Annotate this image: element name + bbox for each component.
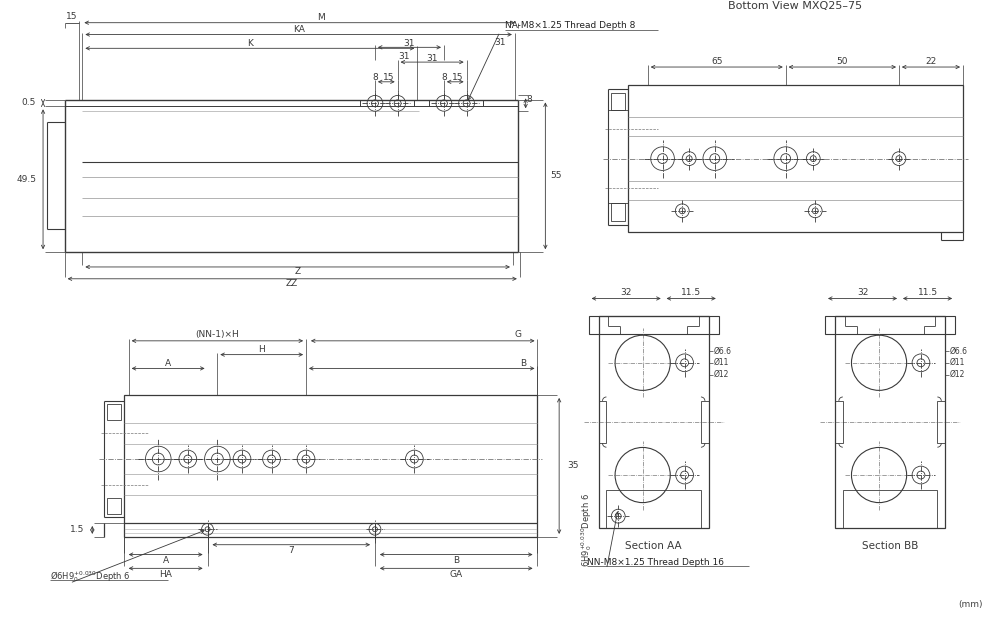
Text: H: H xyxy=(259,345,265,354)
Bar xyxy=(825,316,955,334)
Bar xyxy=(835,316,946,528)
Bar xyxy=(598,316,709,528)
Text: Z: Z xyxy=(295,268,301,276)
Bar xyxy=(107,404,121,420)
Bar xyxy=(843,490,938,528)
Text: ZZ: ZZ xyxy=(286,279,298,288)
Text: 8: 8 xyxy=(441,74,447,82)
Bar xyxy=(107,499,121,514)
Text: 65: 65 xyxy=(711,57,722,66)
Text: 31: 31 xyxy=(399,52,410,61)
Text: KA: KA xyxy=(293,25,304,34)
Text: 31: 31 xyxy=(404,39,415,48)
Bar xyxy=(606,490,701,528)
Text: 7: 7 xyxy=(288,546,294,555)
Text: Ø12: Ø12 xyxy=(714,370,729,379)
Text: 11.5: 11.5 xyxy=(917,288,938,297)
Bar xyxy=(124,395,538,523)
Text: Ø6H9$^{+0.030}_{0}$Depth 6: Ø6H9$^{+0.030}_{0}$Depth 6 xyxy=(50,569,131,583)
Text: 35: 35 xyxy=(567,462,579,470)
Text: NN-M8×1.25 Thread Depth 16: NN-M8×1.25 Thread Depth 16 xyxy=(587,558,724,567)
Text: 8: 8 xyxy=(373,74,378,82)
Text: NA-M8×1.25 Thread Depth 8: NA-M8×1.25 Thread Depth 8 xyxy=(505,21,635,30)
Text: 1.5: 1.5 xyxy=(70,525,85,535)
Text: 49.5: 49.5 xyxy=(16,175,36,184)
Bar xyxy=(835,401,843,443)
Text: GA: GA xyxy=(450,570,463,579)
Text: 15: 15 xyxy=(452,74,463,82)
Text: G: G xyxy=(515,331,522,339)
Text: 31: 31 xyxy=(426,54,438,62)
Text: A: A xyxy=(165,359,171,368)
Text: Section BB: Section BB xyxy=(862,541,918,551)
Text: Ø11: Ø11 xyxy=(951,358,966,367)
Text: Bottom View MXQ25–75: Bottom View MXQ25–75 xyxy=(728,1,863,11)
Text: Ø6.6: Ø6.6 xyxy=(714,347,732,355)
Text: 15: 15 xyxy=(383,74,395,82)
Text: Section AA: Section AA xyxy=(625,541,682,551)
Text: (NN-1)×H: (NN-1)×H xyxy=(195,331,240,339)
Text: 50: 50 xyxy=(837,57,848,66)
Text: 55: 55 xyxy=(550,171,562,180)
Text: 32: 32 xyxy=(857,288,868,297)
Text: 32: 32 xyxy=(620,288,631,297)
Bar xyxy=(701,401,709,443)
Bar xyxy=(589,316,719,334)
Text: 11.5: 11.5 xyxy=(681,288,701,297)
Text: (mm): (mm) xyxy=(959,600,983,609)
Bar xyxy=(611,203,625,221)
Text: 0.5: 0.5 xyxy=(22,98,36,108)
Text: M: M xyxy=(317,13,324,22)
Text: 15: 15 xyxy=(65,12,78,21)
Text: K: K xyxy=(247,39,253,48)
Text: 8: 8 xyxy=(527,95,533,104)
Text: 6H9$^{+0.030}_{0}$Depth 6: 6H9$^{+0.030}_{0}$Depth 6 xyxy=(579,493,594,567)
Bar xyxy=(598,401,606,443)
Bar xyxy=(628,85,963,232)
Text: Ø11: Ø11 xyxy=(714,358,729,367)
Text: Ø12: Ø12 xyxy=(951,370,966,379)
Text: 22: 22 xyxy=(925,57,937,66)
Text: Ø6.6: Ø6.6 xyxy=(951,347,968,355)
Text: B: B xyxy=(520,359,526,368)
Bar xyxy=(938,401,946,443)
Bar xyxy=(611,93,625,111)
Text: HA: HA xyxy=(159,570,172,579)
Text: A: A xyxy=(162,556,169,565)
Text: 31: 31 xyxy=(494,38,506,47)
Text: B: B xyxy=(453,556,459,565)
